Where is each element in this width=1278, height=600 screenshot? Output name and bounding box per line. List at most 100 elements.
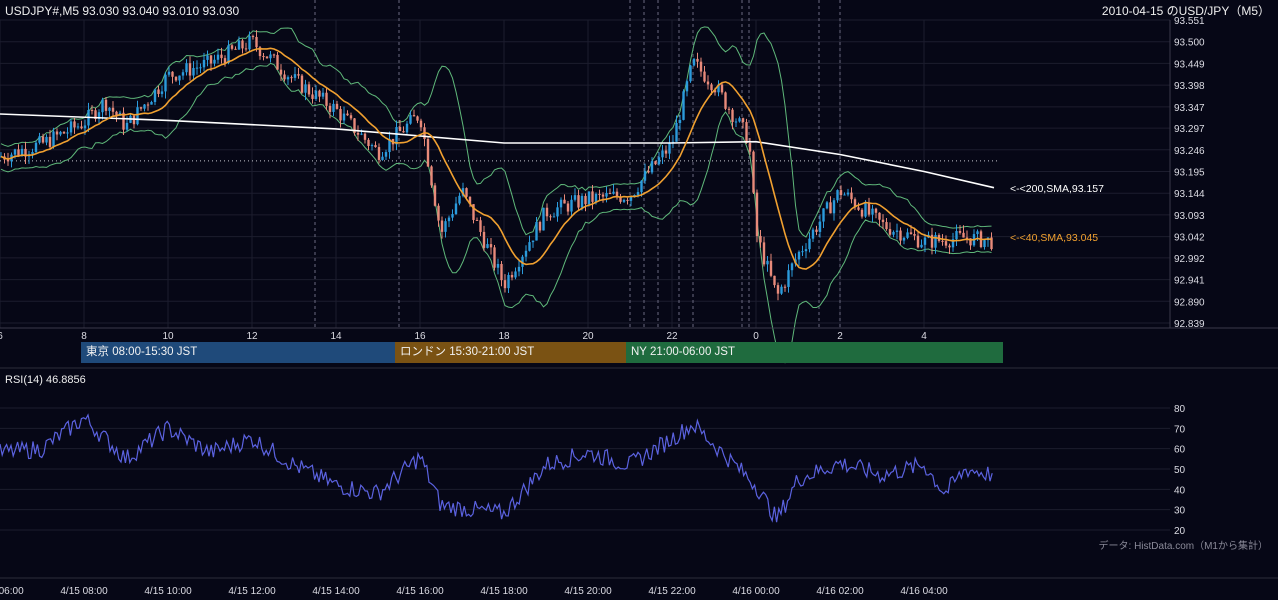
candle-body <box>475 219 479 221</box>
candle-body <box>31 152 34 155</box>
candle-body <box>188 63 192 76</box>
candle-body <box>724 92 727 109</box>
hour-tick-label: 22 <box>666 331 678 342</box>
candle-body <box>573 195 577 200</box>
date-tick-label: 4/15 06:00 <box>0 586 24 597</box>
candle-body <box>598 193 601 195</box>
candle-body <box>664 150 668 154</box>
candle-body <box>55 131 59 135</box>
candle-body <box>297 74 300 76</box>
price-tick-label: 93.093 <box>1174 211 1205 222</box>
candle-body <box>706 81 710 85</box>
candle-body <box>356 132 360 135</box>
candle-body <box>115 111 118 116</box>
candle-body <box>206 55 209 60</box>
candle-body <box>913 234 916 236</box>
rsi-tick-label: 70 <box>1174 424 1186 435</box>
candle-body <box>402 131 405 133</box>
candle-body <box>17 149 20 156</box>
chart-title: 2010-04-15 のUSD/JPY（M5） <box>1102 4 1270 18</box>
candle-body <box>867 203 871 215</box>
candle-body <box>850 192 853 200</box>
candle-body <box>136 107 139 125</box>
candle-body <box>493 247 496 268</box>
candle-body <box>542 207 545 231</box>
candle-body <box>563 199 566 204</box>
candle-body <box>111 107 115 112</box>
candle-body <box>377 147 381 160</box>
candle-body <box>668 142 671 154</box>
candle-body <box>41 136 45 143</box>
candle-body <box>447 217 451 222</box>
candle-body <box>255 36 258 48</box>
sma40-line <box>0 47 992 270</box>
candle-body <box>615 191 619 197</box>
candle-body <box>500 263 503 281</box>
candle-body <box>272 54 276 56</box>
sma40-value-label: <-<40,SMA,93.045 <box>1010 232 1098 244</box>
candle-body <box>440 220 444 232</box>
candle-body <box>181 72 185 76</box>
candle-body <box>685 81 689 92</box>
rsi-line <box>0 413 993 523</box>
candle-body <box>237 40 241 50</box>
hour-tick-label: 16 <box>414 331 426 342</box>
price-tick-label: 92.941 <box>1174 276 1205 287</box>
candle-body <box>825 202 829 209</box>
price-tick-label: 93.144 <box>1174 189 1205 200</box>
session-london: ロンドン 15:30-21:00 JST <box>395 342 626 363</box>
date-tick-label: 4/15 08:00 <box>60 586 108 597</box>
candle-body <box>367 139 370 146</box>
candle-body <box>923 237 927 245</box>
candle-body <box>332 103 335 112</box>
candle-body <box>283 74 286 80</box>
candle-body <box>437 205 440 221</box>
candle-body <box>780 286 783 294</box>
candle-body <box>773 275 776 286</box>
sma200-value-label: <-<200,SMA,93.157 <box>1010 183 1104 195</box>
candle-body <box>157 89 160 94</box>
candle-body <box>675 123 678 142</box>
candle-body <box>549 216 552 218</box>
candle-body <box>304 84 307 93</box>
candle-body <box>864 203 867 217</box>
candle-body <box>104 99 108 111</box>
candle-body <box>160 91 164 94</box>
candle-body <box>587 191 591 205</box>
time-marker-lines <box>314 0 841 328</box>
candle-body <box>766 260 769 265</box>
date-tick-label: 4/15 10:00 <box>144 586 192 597</box>
date-tick-label: 4/15 14:00 <box>312 586 360 597</box>
candle-body <box>916 235 920 248</box>
rsi-tick-label: 20 <box>1174 526 1186 537</box>
candle-body <box>45 136 48 143</box>
candle-body <box>223 58 227 64</box>
candle-body <box>419 120 423 128</box>
hour-tick-label: 0 <box>753 331 759 342</box>
date-tick-label: 4/15 20:00 <box>564 586 612 597</box>
candle-body <box>738 118 741 122</box>
candle-body <box>132 115 136 125</box>
candle-body <box>265 56 269 59</box>
hour-tick-label: 12 <box>246 331 258 342</box>
candle-body <box>538 222 542 231</box>
candle-body <box>556 207 559 217</box>
hour-tick-label: 2 <box>837 331 843 342</box>
hour-tick-label: 8 <box>81 331 87 342</box>
candle-body <box>108 107 111 111</box>
candle-body <box>486 244 489 248</box>
candle-body <box>220 54 223 59</box>
symbol-info: USDJPY#,M5 93.030 93.040 93.010 93.030 <box>5 4 239 18</box>
candle-body <box>510 274 514 278</box>
candle-body <box>860 209 864 217</box>
candle-body <box>633 194 636 197</box>
candle-body <box>290 77 293 79</box>
candle-body <box>143 104 146 109</box>
candle-body <box>622 199 626 202</box>
price-tick-label: 93.500 <box>1174 38 1205 49</box>
candle-body <box>689 65 692 82</box>
candle-body <box>346 113 349 116</box>
candle-body <box>34 142 38 153</box>
candle-body <box>682 91 685 120</box>
